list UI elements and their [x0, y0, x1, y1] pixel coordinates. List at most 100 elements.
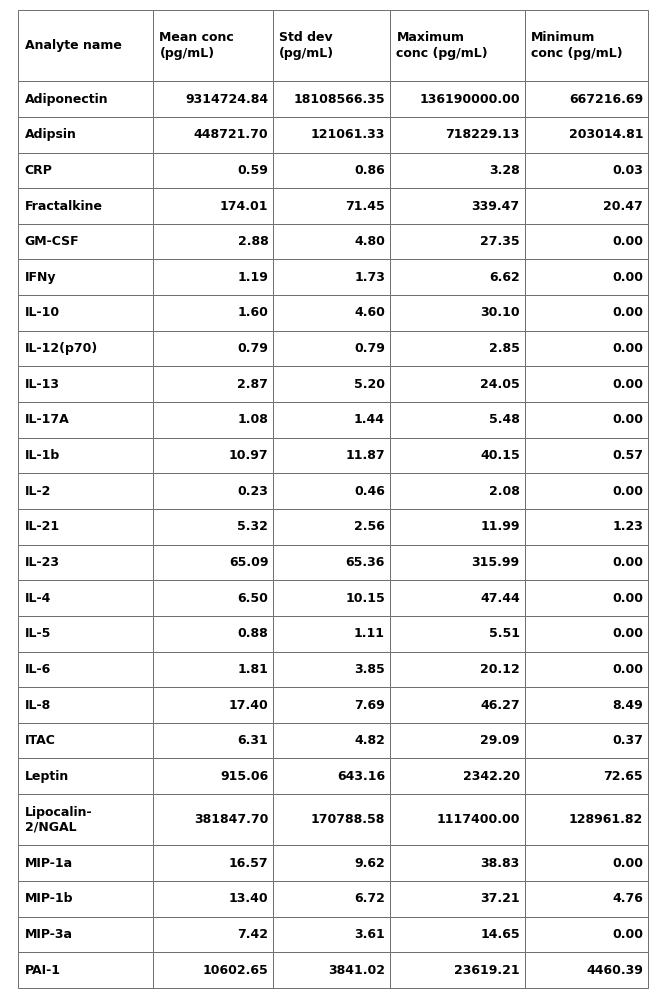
Bar [390, 330, 525, 366]
Text: 0.00: 0.00 [612, 663, 643, 676]
Text: 174.01: 174.01 [220, 200, 268, 213]
Bar [390, 295, 525, 330]
Bar [18, 330, 153, 366]
Text: IFNy: IFNy [25, 270, 56, 283]
Bar [153, 295, 273, 330]
Bar [153, 473, 273, 509]
Bar [18, 580, 153, 616]
Bar [153, 881, 273, 917]
Text: Minimum
conc (pg/mL): Minimum conc (pg/mL) [531, 31, 623, 60]
Text: 0.86: 0.86 [354, 164, 385, 177]
Bar [273, 509, 390, 545]
Text: 315.99: 315.99 [472, 556, 519, 569]
Text: Leptin: Leptin [25, 769, 69, 782]
Bar [273, 224, 390, 259]
Bar [153, 845, 273, 881]
Text: 3.85: 3.85 [354, 663, 385, 676]
Text: Lipocalin-
2/NGAL: Lipocalin- 2/NGAL [25, 805, 93, 833]
Bar [18, 366, 153, 402]
Text: 0.37: 0.37 [612, 735, 643, 748]
Bar [390, 881, 525, 917]
Text: 0.79: 0.79 [354, 342, 385, 355]
Bar [525, 81, 648, 117]
Text: 0.23: 0.23 [238, 485, 268, 498]
Text: 1.11: 1.11 [354, 627, 385, 641]
Bar [273, 723, 390, 758]
Bar [525, 259, 648, 295]
Text: 4.82: 4.82 [354, 735, 385, 748]
Text: 128961.82: 128961.82 [569, 813, 643, 826]
Text: 9.62: 9.62 [354, 856, 385, 869]
Text: 20.47: 20.47 [603, 200, 643, 213]
Bar [273, 438, 390, 473]
Text: 10602.65: 10602.65 [202, 964, 268, 977]
Bar [390, 81, 525, 117]
Text: 381847.70: 381847.70 [194, 813, 268, 826]
Text: 29.09: 29.09 [480, 735, 519, 748]
Bar [18, 758, 153, 794]
Text: 0.00: 0.00 [612, 270, 643, 283]
Bar [390, 189, 525, 224]
Text: 16.57: 16.57 [228, 856, 268, 869]
Text: 40.15: 40.15 [480, 449, 519, 462]
Text: MIP-3a: MIP-3a [25, 928, 73, 941]
Text: 0.00: 0.00 [612, 556, 643, 569]
Bar [273, 952, 390, 988]
Bar [525, 153, 648, 189]
Text: 1.60: 1.60 [238, 306, 268, 319]
Bar [390, 688, 525, 723]
Text: 2342.20: 2342.20 [463, 769, 519, 782]
Bar [18, 402, 153, 438]
Text: IL-21: IL-21 [25, 520, 60, 533]
Text: IL-6: IL-6 [25, 663, 51, 676]
Text: Maximum
conc (pg/mL): Maximum conc (pg/mL) [396, 31, 488, 60]
Text: IL-8: IL-8 [25, 699, 51, 712]
Bar [390, 952, 525, 988]
Bar [390, 473, 525, 509]
Bar [525, 189, 648, 224]
Text: ITAC: ITAC [25, 735, 56, 748]
Bar [273, 545, 390, 580]
Text: 4460.39: 4460.39 [586, 964, 643, 977]
Text: 0.00: 0.00 [612, 413, 643, 426]
Text: 6.72: 6.72 [354, 892, 385, 905]
Bar [18, 81, 153, 117]
Text: Mean conc
(pg/mL): Mean conc (pg/mL) [159, 31, 234, 60]
Bar [390, 845, 525, 881]
Bar [525, 881, 648, 917]
Text: 9314724.84: 9314724.84 [185, 93, 268, 106]
Bar [153, 366, 273, 402]
Text: 0.00: 0.00 [612, 856, 643, 869]
Text: 37.21: 37.21 [480, 892, 519, 905]
Bar [525, 224, 648, 259]
Bar [525, 616, 648, 652]
Text: 339.47: 339.47 [472, 200, 519, 213]
Bar [525, 473, 648, 509]
Bar [525, 438, 648, 473]
Text: Analyte name: Analyte name [25, 39, 122, 52]
Text: 3841.02: 3841.02 [328, 964, 385, 977]
Text: 1.73: 1.73 [354, 270, 385, 283]
Text: 1.23: 1.23 [612, 520, 643, 533]
Bar [18, 881, 153, 917]
Bar [18, 295, 153, 330]
Bar [525, 117, 648, 153]
Text: 0.03: 0.03 [612, 164, 643, 177]
Bar [525, 652, 648, 688]
Bar [273, 330, 390, 366]
Bar [18, 224, 153, 259]
Bar [153, 81, 273, 117]
Bar [525, 580, 648, 616]
Bar [18, 259, 153, 295]
Bar [18, 509, 153, 545]
Bar [273, 153, 390, 189]
Bar [153, 952, 273, 988]
Bar [18, 545, 153, 580]
Text: IL-12(p70): IL-12(p70) [25, 342, 98, 355]
Bar [18, 153, 153, 189]
Bar [273, 917, 390, 952]
Bar [153, 10, 273, 81]
Bar [390, 438, 525, 473]
Text: 1.08: 1.08 [238, 413, 268, 426]
Text: 7.42: 7.42 [237, 928, 268, 941]
